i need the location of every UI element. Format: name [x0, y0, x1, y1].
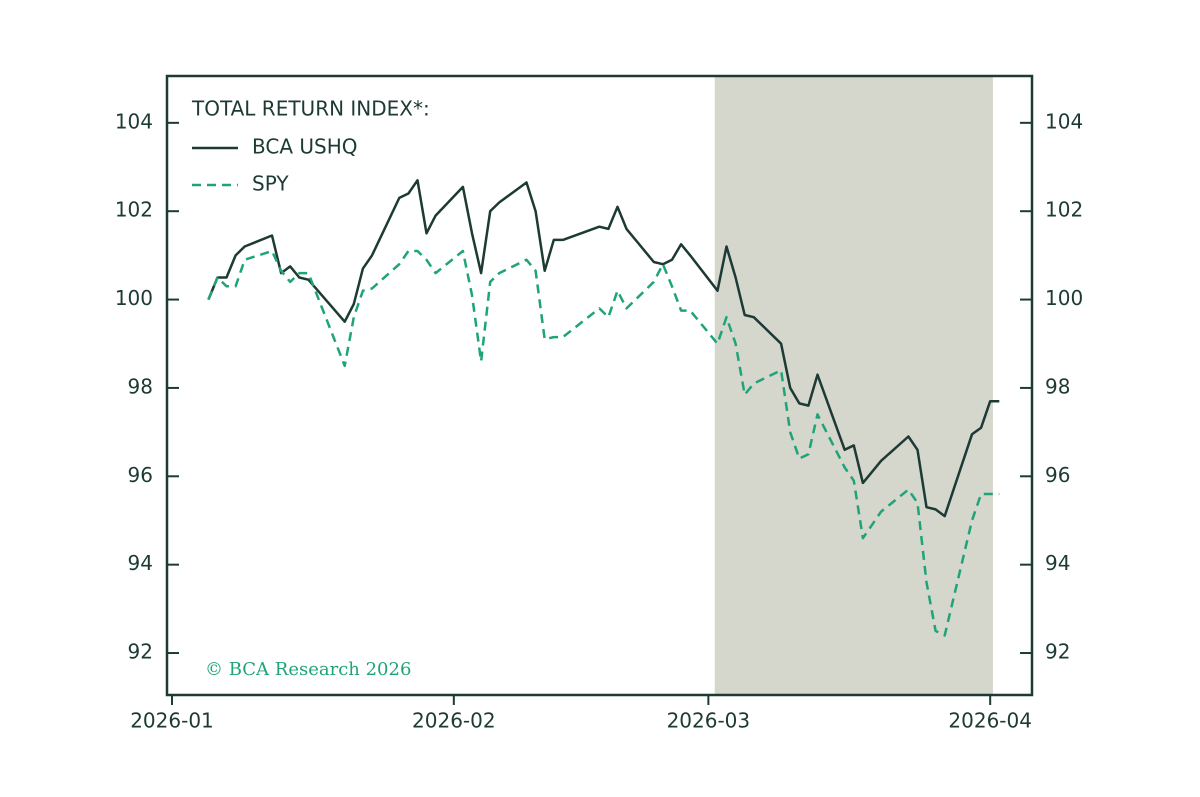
- legend-label: SPY: [252, 172, 289, 196]
- y2-tick-label: 96: [1045, 463, 1070, 487]
- y-tick-label: 96: [128, 463, 153, 487]
- y2-tick-label: 102: [1045, 198, 1083, 222]
- y-tick-label: 102: [115, 198, 153, 222]
- legend-label: BCA USHQ: [252, 135, 358, 159]
- series-line: [207, 179, 1000, 518]
- y2-tick-label: 92: [1045, 640, 1070, 664]
- x-tick-label: 2026-02: [412, 709, 496, 733]
- x-tick-label: 2026-01: [130, 709, 214, 733]
- y2-tick-label: 94: [1045, 551, 1070, 575]
- y2-tick-label: 100: [1045, 286, 1083, 310]
- shaded-region: [714, 76, 993, 695]
- x-tick-label: 2026-03: [667, 709, 751, 733]
- series-line: [207, 249, 1000, 637]
- legend-title: TOTAL RETURN INDEX*:: [191, 97, 430, 121]
- watermark: © BCA Research 2026: [205, 659, 411, 680]
- y-tick-label: 104: [115, 109, 153, 133]
- y2-tick-label: 98: [1045, 374, 1070, 398]
- plot-layer: 92 92 94 94 96 96 98 98 100 100 102 102 104 104 2026-0…: [115, 74, 1083, 733]
- y-tick-label: 92: [128, 640, 153, 664]
- y-tick-label: 98: [128, 374, 153, 398]
- plot-frame: [165, 74, 1034, 697]
- y-tick-label: 94: [128, 551, 153, 575]
- y-tick-label: 100: [115, 286, 153, 310]
- x-tick-label: 2026-04: [948, 709, 1032, 733]
- y2-tick-label: 104: [1045, 109, 1083, 133]
